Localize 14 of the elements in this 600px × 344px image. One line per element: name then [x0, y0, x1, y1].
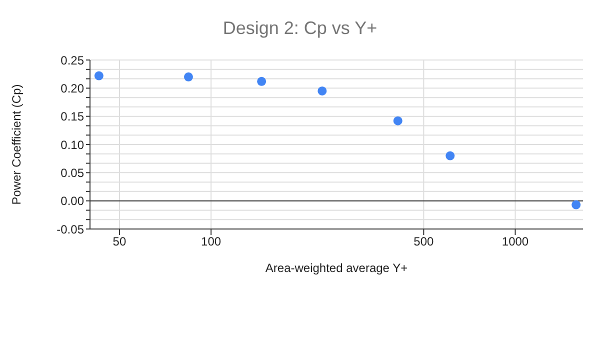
- y-tick-label: -0.05: [56, 222, 84, 236]
- chart-title: Design 2: Cp vs Y+: [222, 18, 378, 39]
- y-tick-label: 0.20: [60, 81, 84, 96]
- y-tick-label: 0.05: [60, 166, 84, 180]
- y-axis-title: Power Coefficient (Cp): [9, 84, 24, 205]
- x-tick-label: 50: [112, 234, 126, 249]
- x-tick-label: 500: [414, 234, 434, 249]
- y-tick-label: 0.25: [60, 53, 84, 68]
- y-tick-label: 0.00: [60, 194, 84, 208]
- y-tick-label: 0.10: [60, 138, 84, 152]
- x-tick-label: 1000: [502, 234, 529, 249]
- x-tick-label: 100: [201, 234, 222, 249]
- y-tick-label: 0.15: [60, 110, 84, 124]
- x-axis-title: Area-weighted average Y+: [265, 261, 408, 275]
